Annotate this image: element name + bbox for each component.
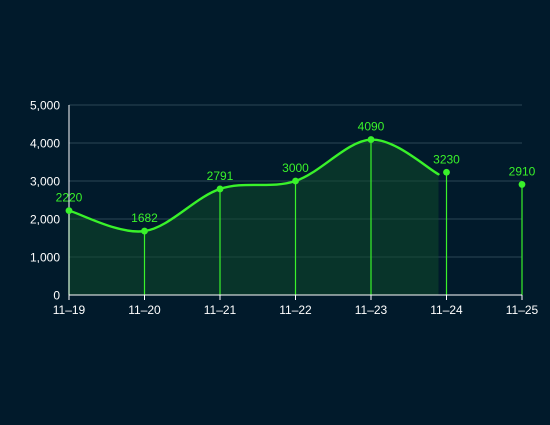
data-point	[216, 185, 224, 193]
y-tick-label: 5,000	[30, 99, 60, 113]
data-label: 2910	[509, 164, 536, 178]
data-point	[367, 136, 375, 143]
data-point	[518, 181, 526, 188]
data-label: 1682	[131, 211, 158, 225]
data-point	[65, 207, 73, 215]
data-label: 2220	[56, 191, 83, 205]
series-area-fill	[69, 139, 439, 295]
x-tick-label: 11–23	[355, 303, 388, 317]
x-tick-label: 11–22	[279, 303, 312, 317]
x-tick-label: 11–20	[128, 303, 161, 317]
y-tick-label: 0	[53, 289, 60, 303]
y-tick-label: 2,000	[30, 213, 60, 227]
y-tick-label: 3,000	[30, 175, 60, 189]
data-label: 3230	[433, 152, 460, 166]
y-tick-label: 1,000	[30, 251, 60, 265]
data-point	[141, 227, 148, 235]
mark-layer	[65, 136, 526, 235]
x-tick-label: 11–24	[430, 303, 463, 317]
axis-layer: 0 1,000 2,000 3,000 4,000 5,000 11–19 11–20 11–2…	[30, 99, 539, 318]
data-label: 3000	[282, 161, 309, 175]
x-tick-label: 11–21	[204, 303, 237, 317]
data-label: 4090	[358, 120, 385, 134]
y-tick-label: 4,000	[30, 137, 60, 151]
data-label: 2791	[207, 169, 234, 183]
x-tick-label: 11–25	[506, 303, 539, 317]
x-tick-label: 11–19	[53, 303, 86, 317]
area-layer	[67, 138, 440, 295]
label-layer: 2220 1682 2791 3000 4090 3230 2910	[56, 120, 536, 226]
data-point	[443, 168, 450, 176]
data-point	[292, 177, 299, 185]
